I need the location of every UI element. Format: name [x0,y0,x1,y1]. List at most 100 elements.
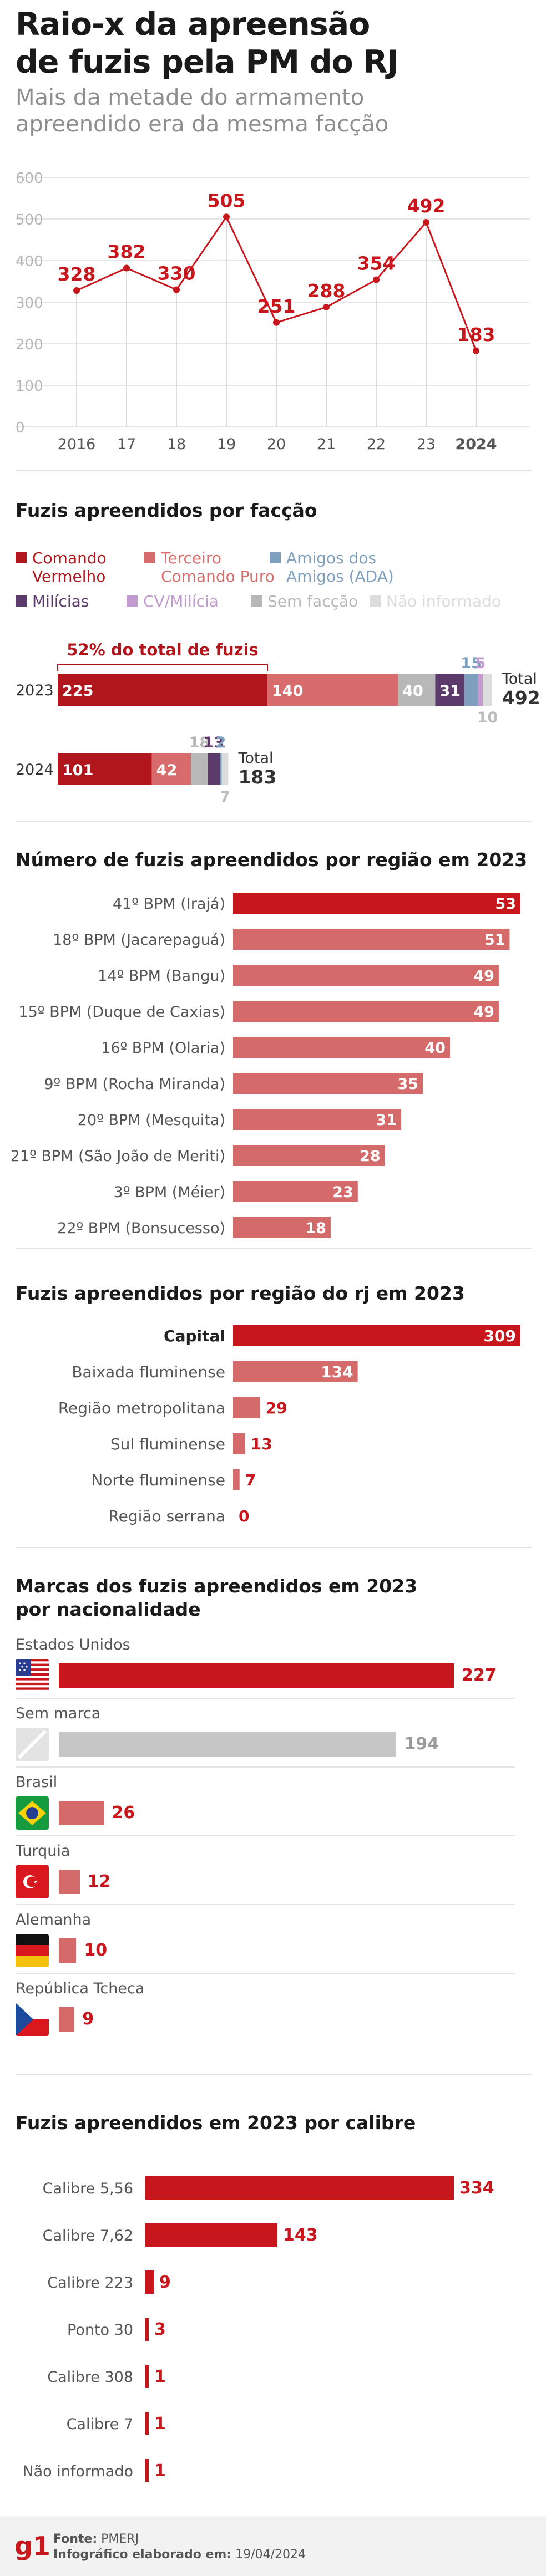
legend-label: Comando Vermelho [32,549,107,586]
made-label: Infográfico elaborado em: [53,2548,232,2562]
czech-flag-icon [16,2003,49,2036]
bar [145,2223,278,2247]
bar-value-label: 134 [321,1363,353,1381]
category-label: 16º BPM (Olaria) [101,1040,225,1057]
caliber-bar-chart: Calibre 5,56 334 Calibre 7,62 143 Calibre 22… [22,2176,494,2482]
legend-label-line: Milícias [32,592,89,610]
category-label: Calibre 7,62 [43,2227,133,2244]
bar-value-label: 28 [360,1148,381,1165]
bar-value-label: 143 [283,2226,318,2245]
separator [16,2074,532,2075]
category-label: Sem marca [16,1705,101,1722]
category-label: Sul fluminense [110,1435,225,1453]
x-tick-label: 22 [367,436,386,453]
bar [233,1181,358,1202]
segment-value-label: 2 [216,734,226,751]
title-line-1: Raio-x da apreensão [16,6,370,43]
legend-label: CV/Milícia [143,592,219,610]
title-line-2: de fuzis pela PM do RJ [16,44,399,80]
segment-value-label: 10 [477,709,498,726]
no-brand-icon [16,1728,49,1761]
stacked-segment [478,674,483,706]
segment-value-label: 5 [475,655,486,672]
bar-value-label: 53 [495,895,516,913]
bar [233,929,510,950]
region-section-title: Fuzis apreendidos por região do rj em 20… [16,1282,465,1304]
bar [233,965,499,986]
stacked-segment [267,674,398,706]
subtitle-line-2: apreendido era da mesma facção [16,111,389,137]
brand-title-line-1: Marcas dos fuzis apreendidos em 2023 [16,1575,418,1597]
bar-value-label: 9 [159,2273,171,2292]
brand-section-title: Marcas dos fuzis apreendidos em 2023 por… [16,1575,417,1621]
category-label: Não informado [22,2463,133,2480]
stacked-segment [151,753,191,785]
germany-flag-icon [16,1934,49,1967]
category-label: Estados Unidos [16,1636,130,1653]
data-point [173,286,180,293]
us-flag-icon [16,1659,49,1692]
bar [145,2459,149,2482]
segment-value-label: 7 [220,788,230,806]
stacked-segment [483,674,492,706]
bar-value-label: 334 [459,2178,494,2198]
bar [145,2318,149,2341]
legend-label: Milícias [32,592,89,610]
data-point [123,264,130,272]
row-separator [16,1973,515,1974]
region-bar-chart: Capital 309 Baixada fluminense 134 Região me… [58,1325,520,1525]
legend-label-line: CV/Milícia [143,592,219,610]
bar-value-label: 49 [473,1004,494,1021]
bar [59,1732,397,1757]
bar [233,1001,499,1022]
category-label: Ponto 30 [67,2322,133,2339]
bar-value-label: 40 [424,1040,446,1057]
bar-value-label: 309 [484,1327,516,1345]
bar-value-label: 3 [154,2320,166,2339]
row-year-label: 2024 [16,761,54,778]
category-label: Calibre 5,56 [43,2180,133,2197]
bar-value-label: 1 [154,2414,166,2434]
segment-value-label: 42 [156,762,178,779]
y-tick-label: 600 [16,170,43,187]
bar [233,1145,385,1166]
bar-value-label: 9 [82,2009,94,2029]
x-tick-label: 21 [317,436,336,453]
legend-swatch [251,595,262,607]
data-label: 492 [407,195,446,217]
footer-credits: Fonte: PMERJ Infográfico elaborado em: 1… [53,2532,306,2563]
category-label: 15º BPM (Duque de Caxias) [18,1004,225,1021]
legend-item: Não informado [370,592,501,610]
category-label: Calibre 223 [47,2274,133,2292]
annotation-label: 52% do total de fuzis [67,640,258,659]
category-label: Baixada fluminense [72,1363,225,1381]
brazil-flag-icon [16,1796,49,1830]
separator [16,1248,532,1249]
category-label: 20º BPM (Mesquita) [78,1112,225,1129]
bar [145,2365,149,2388]
bar [233,1037,450,1058]
bar-value-label: 1 [154,2367,166,2386]
stacked-segment [191,753,208,785]
bar [233,1361,358,1382]
bar-value-label: 23 [332,1184,353,1201]
separator [16,1547,532,1548]
legend-item: Terceiro Comando Puro [144,549,275,586]
bar-value-label: 12 [87,1872,111,1891]
data-point [73,287,80,294]
bar-value-label: 51 [484,931,505,949]
legend-label-line: Terceiro [161,549,221,567]
stacked-segment [221,753,229,785]
category-label: 41º BPM (Irajá) [113,895,225,913]
bar [59,2007,75,2032]
segment-value-label: 40 [402,683,423,700]
total-label: Total [502,670,537,688]
segment-value-label: 15 [461,655,482,672]
stacked-segment [208,753,220,785]
y-tick-label: 500 [16,212,43,228]
category-label: Região serrana [108,1507,225,1525]
category-label: 9º BPM (Rocha Miranda) [44,1076,225,1093]
bar [59,1870,80,1894]
x-tick-label: 2016 [58,436,96,453]
